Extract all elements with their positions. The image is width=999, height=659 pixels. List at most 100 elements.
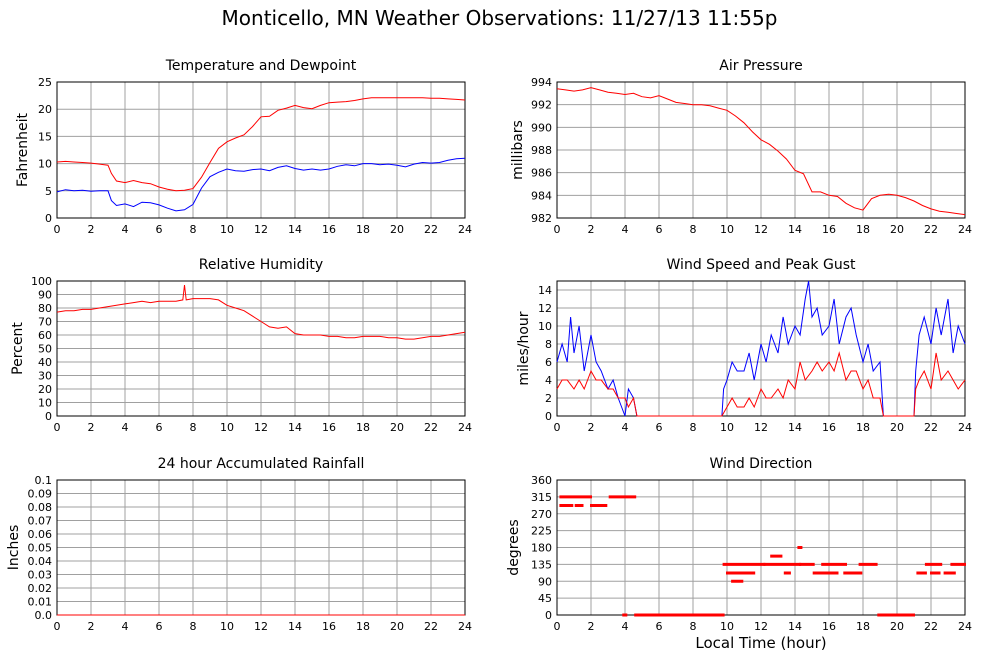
y-axis-label: miles/hour (516, 311, 532, 385)
y-tick-label: 315 (531, 491, 552, 504)
x-tick-label: 2 (88, 421, 95, 434)
y-tick-label: 15 (38, 130, 52, 143)
direction-point-run (770, 554, 783, 558)
x-tick-label: 18 (356, 620, 370, 633)
direction-point-run (877, 613, 915, 617)
x-tick-label: 6 (656, 223, 663, 236)
x-tick-label: 14 (288, 620, 302, 633)
x-tick-label: 16 (822, 421, 836, 434)
y-tick-label: 0.06 (28, 528, 53, 541)
y-tick-label: 70 (38, 316, 52, 329)
plot-frame (556, 280, 966, 417)
x-tick-label: 22 (924, 421, 938, 434)
x-tick-label: 2 (88, 620, 95, 633)
x-tick-label: 14 (788, 620, 802, 633)
y-tick-label: 10 (38, 158, 52, 171)
y-tick-label: 990 (531, 121, 552, 134)
y-tick-label: 0 (545, 609, 552, 622)
direction-point-run (634, 613, 725, 617)
plot-frame (556, 479, 966, 616)
x-tick-label: 8 (190, 421, 197, 434)
x-tick-label: 6 (656, 620, 663, 633)
x-tick-label: 12 (254, 620, 268, 633)
y-tick-label: 992 (531, 99, 552, 112)
direction-point-run (812, 571, 839, 575)
x-tick-label: 24 (958, 223, 972, 236)
y-tick-label: 988 (531, 144, 552, 157)
direction-point-run (726, 571, 756, 575)
x-tick-label: 4 (622, 620, 629, 633)
x-tick-label: 10 (220, 421, 234, 434)
series-line-1 (556, 87, 966, 216)
x-tick-label: 12 (254, 223, 268, 236)
y-tick-label: 225 (531, 525, 552, 538)
direction-point-run (622, 613, 628, 617)
y-axis-label: Percent (10, 322, 26, 375)
x-tick-label: 0 (54, 223, 61, 236)
direction-point-run (763, 562, 802, 566)
y-tick-label: 0.01 (28, 596, 53, 609)
x-tick-label: 20 (390, 620, 404, 633)
x-tick-label: 22 (424, 620, 438, 633)
y-tick-label: 25 (38, 76, 52, 89)
x-tick-label: 4 (122, 620, 129, 633)
x-tick-label: 0 (554, 620, 561, 633)
x-tick-label: 0 (54, 620, 61, 633)
y-tick-label: 10 (38, 397, 52, 410)
direction-point-run (574, 504, 584, 507)
x-tick-label: 18 (856, 223, 870, 236)
x-tick-label: 18 (856, 620, 870, 633)
x-tick-label: 6 (156, 223, 163, 236)
x-tick-label: 16 (822, 620, 836, 633)
x-tick-label: 10 (720, 223, 734, 236)
x-tick-label: 20 (390, 421, 404, 434)
x-tick-label: 0 (54, 421, 61, 434)
y-tick-label: 0.05 (28, 542, 53, 555)
y-tick-label: 100 (31, 275, 52, 288)
x-tick-label: 22 (424, 421, 438, 434)
x-tick-label: 24 (958, 620, 972, 633)
y-tick-label: 50 (38, 343, 52, 356)
x-tick-label: 22 (424, 223, 438, 236)
x-tick-label: 18 (856, 421, 870, 434)
x-tick-label: 8 (690, 620, 697, 633)
direction-point-run (590, 504, 608, 507)
x-tick-label: 2 (588, 223, 595, 236)
x-tick-label: 14 (288, 421, 302, 434)
y-tick-label: 30 (38, 370, 52, 383)
y-axis-label: millibars (510, 120, 526, 180)
y-tick-label: 14 (538, 284, 552, 297)
y-tick-label: 994 (531, 76, 552, 89)
x-tick-label: 2 (88, 223, 95, 236)
x-tick-label: 12 (754, 620, 768, 633)
direction-point-run (950, 562, 966, 566)
x-tick-label: 6 (156, 620, 163, 633)
x-tick-label: 12 (754, 421, 768, 434)
direction-point-run (821, 562, 847, 566)
chart-title: Wind Speed and Peak Gust (667, 257, 856, 273)
y-tick-label: 80 (38, 302, 52, 315)
series-line-2 (556, 351, 966, 417)
y-tick-label: 45 (538, 592, 552, 605)
y-tick-label: 20 (38, 383, 52, 396)
page-title: Monticello, MN Weather Observations: 11/… (221, 6, 778, 30)
x-tick-label: 12 (754, 223, 768, 236)
y-tick-label: 0.0 (35, 609, 53, 622)
y-tick-label: 8 (545, 338, 552, 351)
chart-title: Air Pressure (719, 58, 802, 74)
plot-frame (556, 81, 966, 219)
y-tick-label: 0 (45, 410, 52, 423)
x-tick-label: 8 (190, 223, 197, 236)
plot-frame (56, 81, 466, 219)
direction-point-run (943, 571, 956, 575)
y-tick-label: 0.1 (35, 474, 53, 487)
x-tick-label: 24 (958, 421, 972, 434)
direction-point-run (731, 579, 744, 583)
x-tick-label: 2 (588, 620, 595, 633)
x-tick-label: 18 (356, 421, 370, 434)
x-tick-label: 24 (458, 223, 472, 236)
